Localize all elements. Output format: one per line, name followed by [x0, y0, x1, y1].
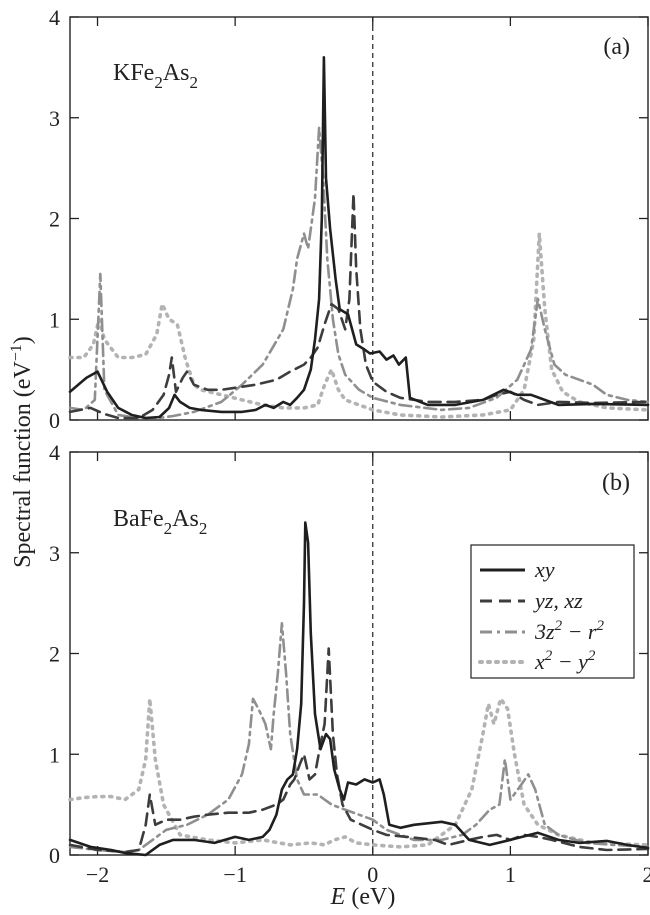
- legend-item-yz-xz: yz, xz: [480, 588, 583, 613]
- panel-b: 0 1 2 3 4 (b) BaFe2As2 xy yz, xz: [49, 440, 650, 868]
- series-line-xy: [68, 521, 650, 857]
- y-tick-label: 0: [49, 408, 60, 433]
- legend: xy yz, xz 3z2 − r2 x2 − y2: [470, 544, 635, 679]
- legend-item-3z2-r2: 3z2 − r2: [480, 618, 604, 644]
- series-line-yzxz: [68, 192, 650, 420]
- x-tick-label: 1: [505, 862, 516, 887]
- series-line-3z2r2: [68, 126, 650, 420]
- x-tick-labels: −2 −1 0 1 2: [86, 862, 650, 887]
- compound-label: BaFe2As2: [113, 506, 207, 538]
- y-tick-label: 3: [49, 106, 60, 131]
- y-tick-label: 0: [49, 843, 60, 868]
- axis-ticks: 0 1 2 3 4: [49, 5, 649, 433]
- panel-label: (a): [603, 34, 630, 60]
- y-tick-label: 3: [49, 541, 60, 566]
- series-layer: [68, 17, 650, 420]
- legend-label: yz, xz: [533, 588, 583, 613]
- series-line-yzxz: [68, 647, 650, 854]
- x-tick-label: 2: [643, 862, 650, 887]
- legend-label: x2 − y2: [534, 648, 596, 674]
- panel-label: (b): [602, 470, 630, 496]
- series-line-x2y2: [68, 231, 650, 419]
- compound-label: KFe2As2: [113, 60, 198, 92]
- series-line-x2y2: [68, 697, 650, 849]
- axis-ticks: 0 1 2 3 4: [49, 440, 649, 868]
- y-tick-label: 4: [49, 440, 60, 465]
- series-line-xy: [68, 56, 650, 420]
- x-tick-label: 0: [367, 862, 378, 887]
- y-tick-label: 1: [49, 307, 60, 332]
- legend-label: 3z2 − r2: [534, 618, 604, 644]
- series-layer: [68, 452, 650, 857]
- x-axis-title: E (eV): [330, 884, 396, 910]
- x-tick-label: −1: [223, 862, 246, 887]
- y-axis-title: Spectral function (eV−1): [8, 336, 36, 568]
- y-tick-label: 4: [49, 5, 60, 30]
- x-tick-label: −2: [86, 862, 109, 887]
- y-tick-label: 2: [49, 207, 60, 232]
- legend-item-x2-y2: x2 − y2: [478, 648, 596, 674]
- legend-box: [470, 544, 635, 679]
- legend-label: xy: [534, 557, 555, 582]
- legend-item-xy: xy: [480, 557, 555, 582]
- panel-a: 0 1 2 3 4 (a) KFe2As2: [49, 5, 650, 433]
- series-line-3z2r2: [68, 622, 650, 854]
- y-tick-label: 1: [49, 742, 60, 767]
- y-tick-label: 2: [49, 642, 60, 667]
